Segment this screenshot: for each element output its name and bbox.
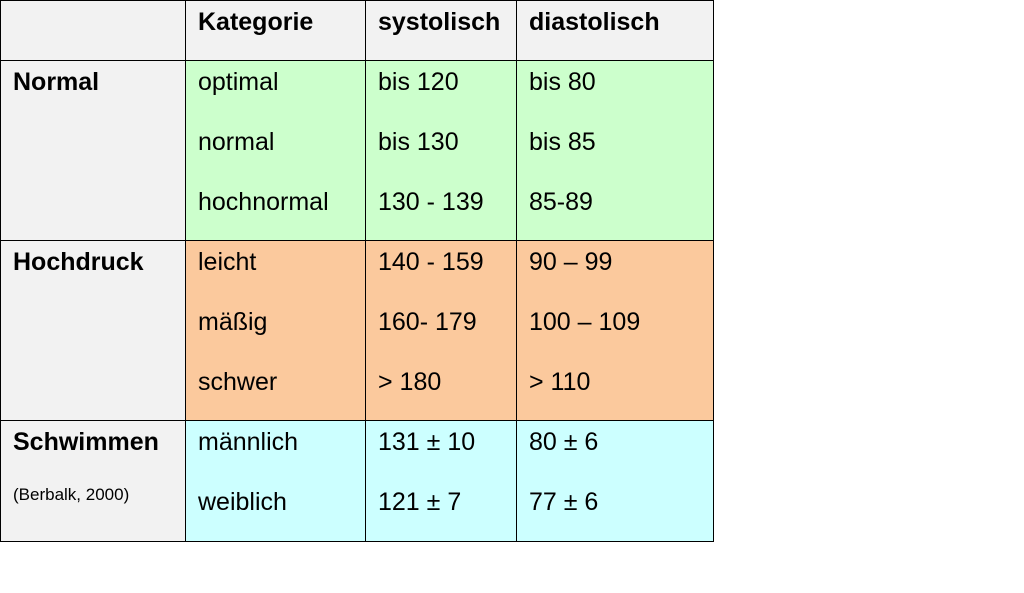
cell-text: optimal	[198, 68, 279, 96]
data-cell	[364, 419, 517, 542]
header-text: diastolisch	[529, 8, 660, 36]
cell-text: 131 ± 10	[378, 428, 476, 456]
group-cell	[0, 419, 186, 542]
cell-text: 85-89	[529, 188, 593, 216]
cell-text: mäßig	[198, 308, 268, 336]
cell-text: > 180	[378, 368, 442, 396]
cell-text: > 110	[529, 368, 591, 396]
group-cell	[0, 59, 186, 241]
cell-text: 90 – 99	[529, 248, 613, 276]
cell-text: schwer	[198, 368, 278, 396]
group-label: Hochdruck	[13, 248, 144, 276]
cell-text: 121 ± 7	[378, 488, 462, 516]
header-cell	[0, 0, 186, 61]
cell-text: 160- 179	[378, 308, 477, 336]
data-cell	[364, 239, 517, 421]
cell-text: bis 120	[378, 68, 459, 96]
group-label: Schwimmen	[13, 428, 159, 456]
header-text: Kategorie	[198, 8, 314, 36]
cell-text: 100 – 109	[529, 308, 641, 336]
cell-text: bis 85	[529, 128, 596, 156]
cell-text: bis 130	[378, 128, 459, 156]
cell-text: normal	[198, 128, 275, 156]
cell-text: hochnormal	[198, 188, 329, 216]
cell-text: 130 - 139	[378, 188, 484, 216]
cell-text: 140 - 159	[378, 248, 484, 276]
table: Kategorie systolisch diastolisch Normal opti…	[0, 0, 714, 542]
cell-text: 80 ± 6	[529, 428, 599, 456]
group-note: (Berbalk, 2000)	[13, 485, 130, 504]
data-cell	[515, 419, 714, 542]
cell-text: bis 80	[529, 68, 596, 96]
cell-text: männlich	[198, 428, 299, 456]
group-cell	[0, 239, 186, 421]
group-label: Normal	[13, 68, 100, 96]
data-cell	[364, 59, 517, 241]
cell-text: leicht	[198, 248, 257, 276]
data-cell	[184, 419, 366, 542]
cell-text: 77 ± 6	[529, 488, 599, 516]
data-cell	[184, 59, 366, 241]
data-cell	[184, 239, 366, 421]
data-cell	[515, 239, 714, 421]
header-cell	[184, 0, 366, 61]
cell-text: weiblich	[198, 488, 287, 516]
data-cell	[515, 59, 714, 241]
header-cell	[364, 0, 517, 61]
header-text: systolisch	[378, 8, 501, 36]
